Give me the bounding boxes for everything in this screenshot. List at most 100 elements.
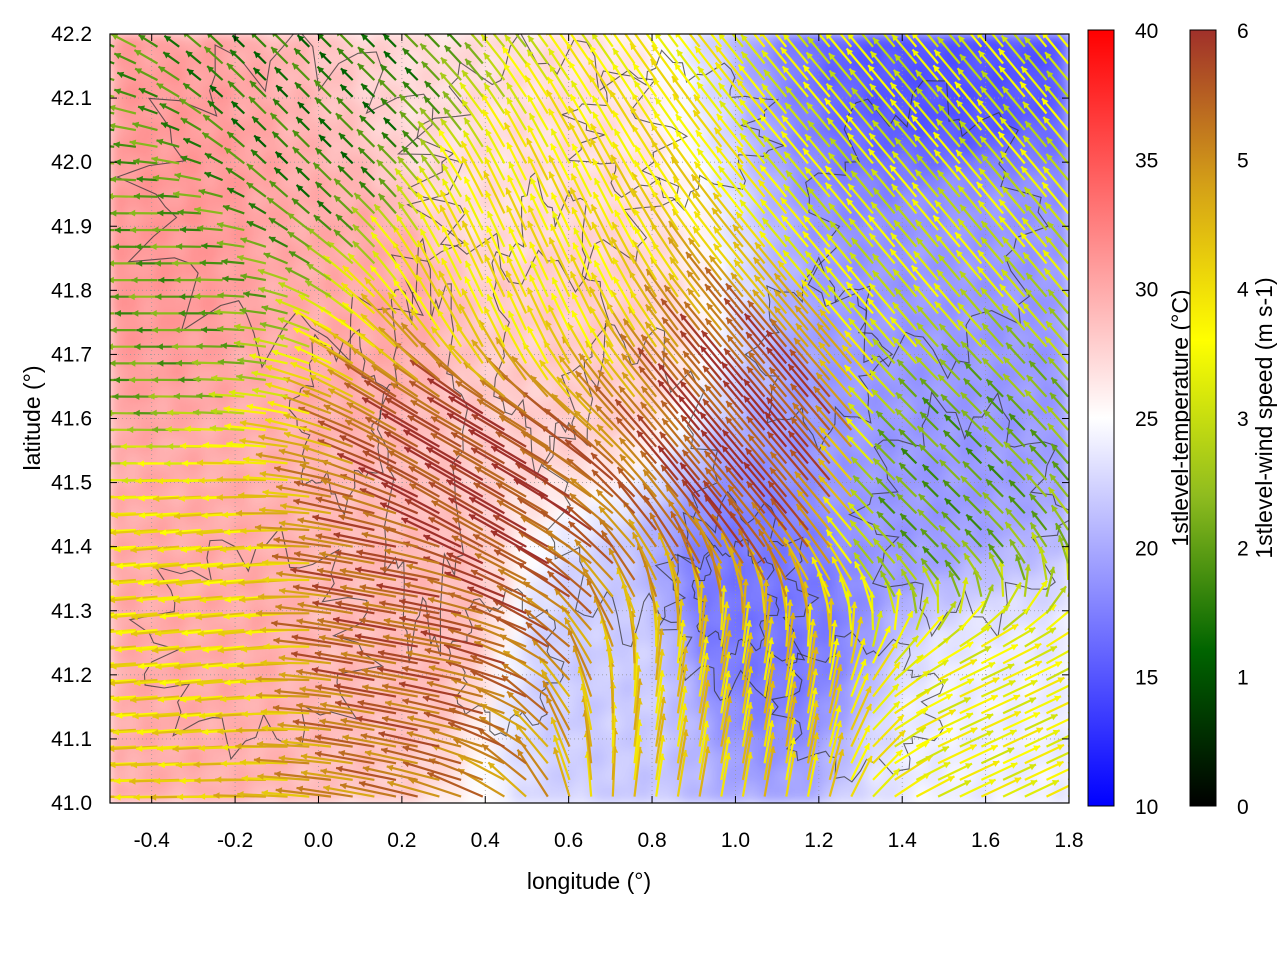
heatmap-cell — [110, 295, 127, 315]
heatmap-cell — [851, 627, 869, 647]
heatmap-cell — [248, 34, 266, 53]
temperature-colorbar-tick-label: 30 — [1135, 279, 1158, 302]
heatmap-cell — [789, 784, 808, 803]
heatmap-cell — [279, 34, 297, 53]
heatmap-cell — [294, 102, 313, 123]
heatmap-cell — [820, 172, 838, 193]
heatmap-cell — [124, 172, 142, 193]
heatmap-cell — [201, 365, 220, 385]
heatmap-cell — [480, 120, 498, 140]
heatmap-cell — [155, 190, 173, 210]
heatmap-cell — [110, 68, 127, 88]
heatmap-cell — [774, 242, 792, 263]
heatmap-cell — [805, 172, 823, 193]
x-tick-label: 1.4 — [888, 829, 918, 852]
y-tick-label: 42.0 — [51, 151, 92, 174]
heatmap-cell — [990, 242, 1009, 263]
heatmap-cell — [975, 242, 993, 263]
heatmap-cell — [387, 50, 405, 70]
heatmap-cell — [1021, 557, 1040, 577]
heatmap-cell — [836, 207, 854, 228]
x-tick-label: 0.4 — [471, 829, 501, 852]
y-axis-label: latitude (°) — [19, 365, 45, 470]
heatmap-cell — [805, 347, 823, 368]
heatmap-cell — [186, 784, 204, 803]
heatmap-cell — [975, 50, 993, 70]
heatmap-cell — [959, 68, 978, 88]
heatmap-cell — [944, 207, 962, 228]
heatmap-cell — [573, 295, 591, 315]
heatmap-cell — [573, 784, 591, 803]
heatmap-cell — [681, 277, 699, 298]
y-tick-label: 41.5 — [51, 472, 92, 495]
x-tick-label: 0.6 — [554, 829, 583, 852]
heatmap-cell — [433, 85, 452, 105]
heatmap-cell — [851, 784, 869, 803]
heatmap-cell — [372, 50, 390, 70]
wind-colorbar-tick-label: 0 — [1237, 796, 1249, 819]
heatmap-cell — [727, 242, 746, 263]
heatmap-cell — [928, 172, 947, 193]
heatmap-cell — [1037, 365, 1055, 385]
heatmap-cell — [1052, 417, 1069, 437]
y-tick-label: 41.8 — [51, 279, 92, 302]
heatmap-cell — [588, 557, 606, 577]
heatmap-cell — [325, 365, 343, 385]
heatmap-cell — [139, 50, 158, 70]
heatmap-cell — [1037, 34, 1055, 53]
heatmap-cell — [944, 242, 962, 263]
heatmap-cell — [279, 68, 297, 88]
heatmap-cell — [186, 400, 204, 420]
x-tick-label: 0.8 — [637, 829, 666, 852]
heatmap-cell — [542, 784, 560, 803]
heatmap-cell — [634, 784, 653, 803]
heatmap-cell — [110, 34, 127, 53]
heatmap-cell — [217, 260, 235, 280]
heatmap-cell — [310, 102, 328, 123]
heatmap-cell — [124, 330, 142, 350]
x-tick-label: -0.4 — [134, 829, 171, 852]
heatmap-cell — [650, 85, 668, 105]
heatmap-cell — [325, 155, 343, 175]
heatmap-cell — [959, 190, 978, 210]
heatmap-cell — [402, 50, 421, 70]
heatmap-cell — [712, 155, 730, 175]
heatmap-cell — [139, 382, 158, 402]
heatmap-cell — [897, 172, 916, 193]
wind-arrow — [110, 512, 115, 515]
heatmap-cell — [110, 767, 127, 787]
heatmap-cell — [588, 102, 606, 123]
heatmap-cell — [124, 382, 142, 402]
heatmap-cell — [882, 347, 900, 368]
heatmap-cell — [866, 644, 885, 665]
heatmap-cell — [170, 784, 189, 803]
heatmap-cell — [882, 277, 900, 298]
heatmap-cell — [124, 277, 142, 298]
heatmap-cell — [712, 539, 730, 560]
heatmap-cell — [959, 574, 978, 595]
heatmap-cell — [1006, 347, 1024, 368]
temperature-colorbar-tick-label: 10 — [1135, 796, 1158, 819]
heatmap-cell — [232, 137, 251, 158]
heatmap-cell — [805, 504, 823, 525]
heatmap-cell — [170, 260, 189, 280]
heatmap-cell — [897, 644, 916, 665]
heatmap-cell — [990, 347, 1009, 368]
heatmap-cell — [279, 207, 297, 228]
heatmap-cell — [743, 207, 761, 228]
heatmap-cell — [201, 330, 220, 350]
heatmap-cell — [511, 784, 529, 803]
heatmap-cell — [139, 190, 158, 210]
heatmap-cell — [248, 242, 266, 263]
x-tick-label: 1.8 — [1054, 829, 1083, 852]
heatmap-cell — [139, 137, 158, 158]
y-tick-label: 41.4 — [51, 536, 92, 559]
heatmap-cell — [170, 102, 189, 123]
heatmap-cell — [851, 207, 869, 228]
heatmap-cell — [696, 207, 715, 228]
x-tick-label: 0.0 — [304, 829, 333, 852]
heatmap-cell — [232, 732, 251, 752]
heatmap-cell — [418, 207, 436, 228]
heatmap-cell — [155, 277, 173, 298]
